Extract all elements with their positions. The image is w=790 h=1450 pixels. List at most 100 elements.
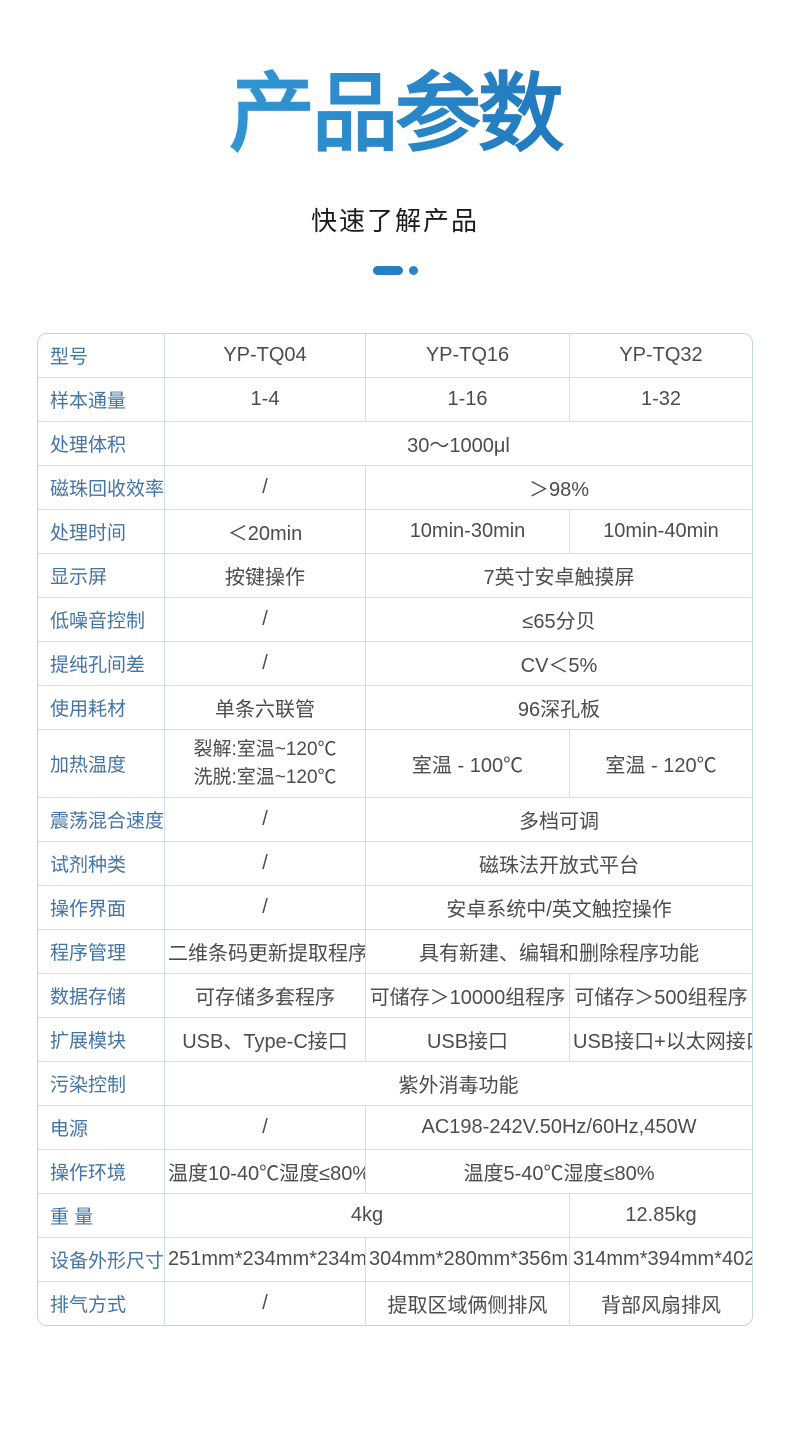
table-row-consumables: 使用耗材 单条六联管 96深孔板 (38, 686, 752, 731)
row-label: 处理时间 (38, 510, 165, 555)
row-label: 使用耗材 (38, 686, 165, 731)
spec-cell: 安卓系统中/英文触控操作 (366, 886, 752, 931)
spec-cell: 单条六联管 (165, 686, 366, 731)
table-row-bead-recovery: 磁珠回收效率 / ＞98% (38, 466, 752, 511)
row-label: 显示屏 (38, 554, 165, 599)
spec-cell: 4kg (165, 1194, 570, 1239)
spec-cell: 可存储多套程序 (165, 974, 366, 1019)
table-row-mixing-speed: 震荡混合速度 / 多档可调 (38, 798, 752, 843)
table-row-noise: 低噪音控制 / ≤65分贝 (38, 598, 752, 643)
spec-cell: / (165, 466, 366, 511)
spec-cell: 紫外消毒功能 (165, 1062, 752, 1107)
product-spec-table: 型号 YP-TQ04 YP-TQ16 YP-TQ32 样本通量 1-4 1-16… (37, 333, 753, 1327)
spec-cell: 304mm*280mm*356mm (366, 1238, 570, 1283)
spec-cell: 温度5-40℃湿度≤80% (366, 1150, 752, 1195)
page-title: 产品参数 (0, 64, 790, 165)
row-label: 磁珠回收效率 (38, 466, 165, 511)
spec-cell: 可储存＞500组程序 (570, 974, 752, 1019)
spec-cell: / (165, 842, 366, 887)
row-label: 样本通量 (38, 378, 165, 423)
spec-cell: USB接口 (366, 1018, 570, 1063)
row-label: 加热温度 (38, 730, 165, 799)
table-row-processing-time: 处理时间 ＜20min 10min-30min 10min-40min (38, 510, 752, 555)
title-divider (0, 266, 790, 276)
spec-cell: YP-TQ32 (570, 334, 752, 379)
table-row-program-management: 程序管理 二维条码更新提取程序 具有新建、编辑和删除程序功能 (38, 930, 752, 975)
table-row-data-storage: 数据存储 可存储多套程序 可储存＞10000组程序 可储存＞500组程序 (38, 974, 752, 1019)
divider-dash-icon (372, 266, 403, 276)
spec-cell: 10min-30min (366, 510, 570, 555)
table-row-power: 电源 / AC198-242V.50Hz/60Hz,450W (38, 1106, 752, 1151)
spec-cell: 96深孔板 (366, 686, 752, 731)
spec-cell: 室温 - 120℃ (570, 730, 752, 799)
row-label: 提纯孔间差 (38, 642, 165, 687)
spec-cell: ＜20min (165, 510, 366, 555)
spec-cell: / (165, 1106, 366, 1151)
spec-cell: 314mm*394mm*402mm (570, 1238, 752, 1283)
spec-cell: 多档可调 (366, 798, 752, 843)
spec-cell: / (165, 598, 366, 643)
table-row-dimensions: 设备外形尺寸 251mm*234mm*234mm 304mm*280mm*356… (38, 1238, 752, 1283)
table-row-reagent-type: 试剂种类 / 磁珠法开放式平台 (38, 842, 752, 887)
spec-cell: CV＜5% (366, 642, 752, 687)
row-label: 污染控制 (38, 1062, 165, 1107)
spec-cell: 7英寸安卓触摸屏 (366, 554, 752, 599)
table-row-contamination: 污染控制 紫外消毒功能 (38, 1062, 752, 1107)
spec-cell: YP-TQ04 (165, 334, 366, 379)
spec-cell: 10min-40min (570, 510, 752, 555)
table-row-environment: 操作环境 温度10-40℃湿度≤80% 温度5-40℃湿度≤80% (38, 1150, 752, 1195)
row-label: 排气方式 (38, 1282, 165, 1326)
page-subtitle: 快速了解产品 (310, 206, 479, 237)
row-label: 试剂种类 (38, 842, 165, 887)
spec-cell: 12.85kg (570, 1194, 752, 1239)
spec-cell: 裂解:室温~120℃ 洗脱:室温~120℃ (165, 730, 366, 799)
table-row-ui: 操作界面 / 安卓系统中/英文触控操作 (38, 886, 752, 931)
row-label: 处理体积 (38, 422, 165, 467)
table-row-display: 显示屏 按键操作 7英寸安卓触摸屏 (38, 554, 752, 599)
spec-cell: USB、Type-C接口 (165, 1018, 366, 1063)
spec-cell: 1-16 (366, 378, 570, 423)
spec-cell: USB接口+以太网接口 (570, 1018, 752, 1063)
spec-cell-line: 裂解:室温~120℃ (193, 738, 337, 760)
table-row-well-cv: 提纯孔间差 / CV＜5% (38, 642, 752, 687)
spec-cell: 提取区域俩侧排风 (366, 1282, 570, 1326)
spec-cell: AC198-242V.50Hz/60Hz,450W (366, 1106, 752, 1151)
row-label: 型号 (38, 334, 165, 379)
spec-cell: / (165, 1282, 366, 1326)
spec-cell: / (165, 642, 366, 687)
spec-cell: 1-32 (570, 378, 752, 423)
spec-cell: 具有新建、编辑和删除程序功能 (366, 930, 752, 975)
row-label: 设备外形尺寸 (38, 1238, 165, 1283)
hero-section: 产品参数 快速了解产品 (0, 0, 790, 276)
spec-cell: ＞98% (366, 466, 752, 511)
table-row-throughput: 样本通量 1-4 1-16 1-32 (38, 378, 752, 423)
spec-cell: 磁珠法开放式平台 (366, 842, 752, 887)
row-label: 操作界面 (38, 886, 165, 931)
table-row-heating: 加热温度 裂解:室温~120℃ 洗脱:室温~120℃ 室温 - 100℃ 室温 … (38, 730, 752, 799)
spec-table-container: 型号 YP-TQ04 YP-TQ16 YP-TQ32 样本通量 1-4 1-16… (0, 333, 790, 1327)
row-label: 数据存储 (38, 974, 165, 1019)
row-label: 震荡混合速度 (38, 798, 165, 843)
row-label: 电源 (38, 1106, 165, 1151)
spec-cell-line: 洗脱:室温~120℃ (193, 766, 337, 788)
table-row-weight: 重 量 4kg 12.85kg (38, 1194, 752, 1239)
table-row-model: 型号 YP-TQ04 YP-TQ16 YP-TQ32 (38, 334, 752, 379)
table-row-volume: 处理体积 30～1000μl (38, 422, 752, 467)
spec-cell: 按键操作 (165, 554, 366, 599)
table-row-expansion: 扩展模块 USB、Type-C接口 USB接口 USB接口+以太网接口 (38, 1018, 752, 1063)
spec-cell: YP-TQ16 (366, 334, 570, 379)
row-label: 低噪音控制 (38, 598, 165, 643)
spec-cell: 251mm*234mm*234mm (165, 1238, 366, 1283)
row-label: 重 量 (38, 1194, 165, 1239)
spec-cell: 室温 - 100℃ (366, 730, 570, 799)
spec-cell: / (165, 886, 366, 931)
spec-cell: 30～1000μl (165, 422, 752, 467)
spec-cell: ≤65分贝 (366, 598, 752, 643)
spec-cell: 温度10-40℃湿度≤80% (165, 1150, 366, 1195)
row-label: 程序管理 (38, 930, 165, 975)
row-label: 操作环境 (38, 1150, 165, 1195)
spec-cell: 1-4 (165, 378, 366, 423)
spec-cell: 可储存＞10000组程序 (366, 974, 570, 1019)
divider-dot-icon (408, 266, 418, 276)
